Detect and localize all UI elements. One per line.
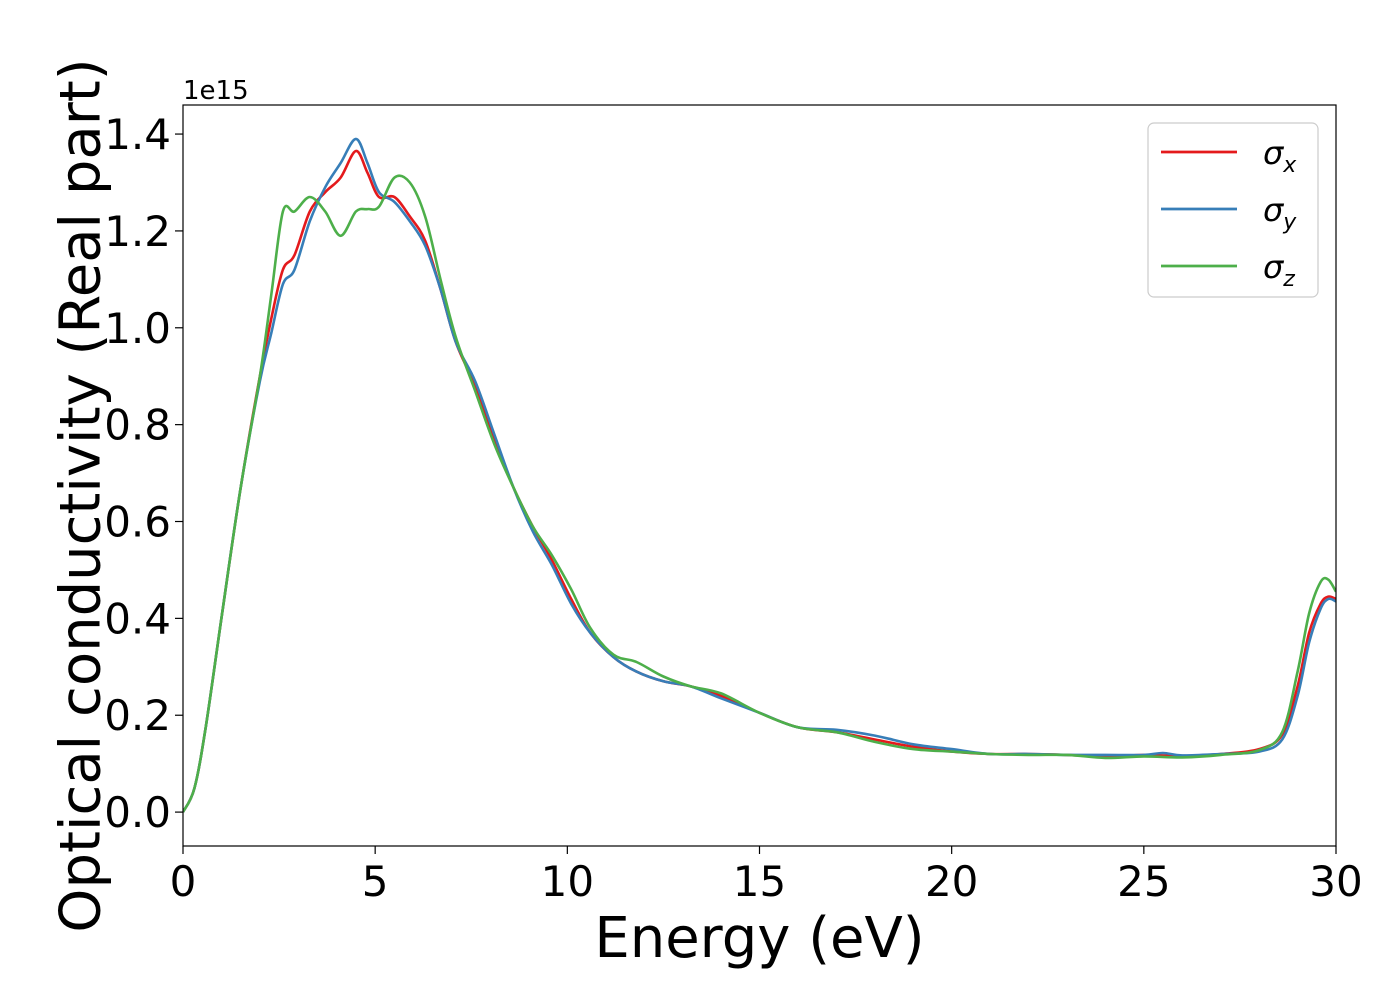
legend-label-sigma-y: σy [1263, 191, 1297, 235]
y-tick-label: 0.4 [104, 594, 171, 643]
y-axis-ticks: 0.0 0.2 0.4 0.6 0.8 1.0 1.2 1.4 [104, 110, 183, 837]
x-axis-label: Energy (eV) [594, 906, 924, 971]
x-tick-label: 0 [170, 857, 197, 906]
x-tick-label: 25 [1117, 857, 1170, 906]
y-axis-label: Optical conductivity (Real part) [49, 58, 114, 932]
series-line-sigma-y [183, 137, 1336, 813]
x-tick-label: 10 [541, 857, 594, 906]
y-axis-offset-text: 1e15 [183, 76, 249, 106]
y-tick-label: 0.0 [104, 788, 171, 837]
y-tick-label: 1.4 [104, 110, 171, 159]
x-axis-ticks: 0 5 10 15 20 25 30 [170, 846, 1363, 906]
y-tick-label: 0.2 [104, 691, 171, 740]
x-tick-label: 20 [925, 857, 978, 906]
series-layer [183, 137, 1336, 813]
y-tick-label: 0.8 [104, 401, 171, 450]
y-tick-label: 0.6 [104, 498, 171, 547]
x-tick-label: 5 [362, 857, 389, 906]
legend: σx σy σz [1147, 122, 1319, 298]
legend-label-sigma-x: σx [1263, 134, 1297, 178]
y-tick-label: 1.2 [104, 207, 171, 256]
x-tick-label: 30 [1309, 857, 1362, 906]
y-tick-label: 1.0 [104, 304, 171, 353]
x-tick-label: 15 [733, 857, 786, 906]
series-line-sigma-z [183, 174, 1336, 813]
legend-label-sigma-z: σz [1263, 248, 1295, 292]
